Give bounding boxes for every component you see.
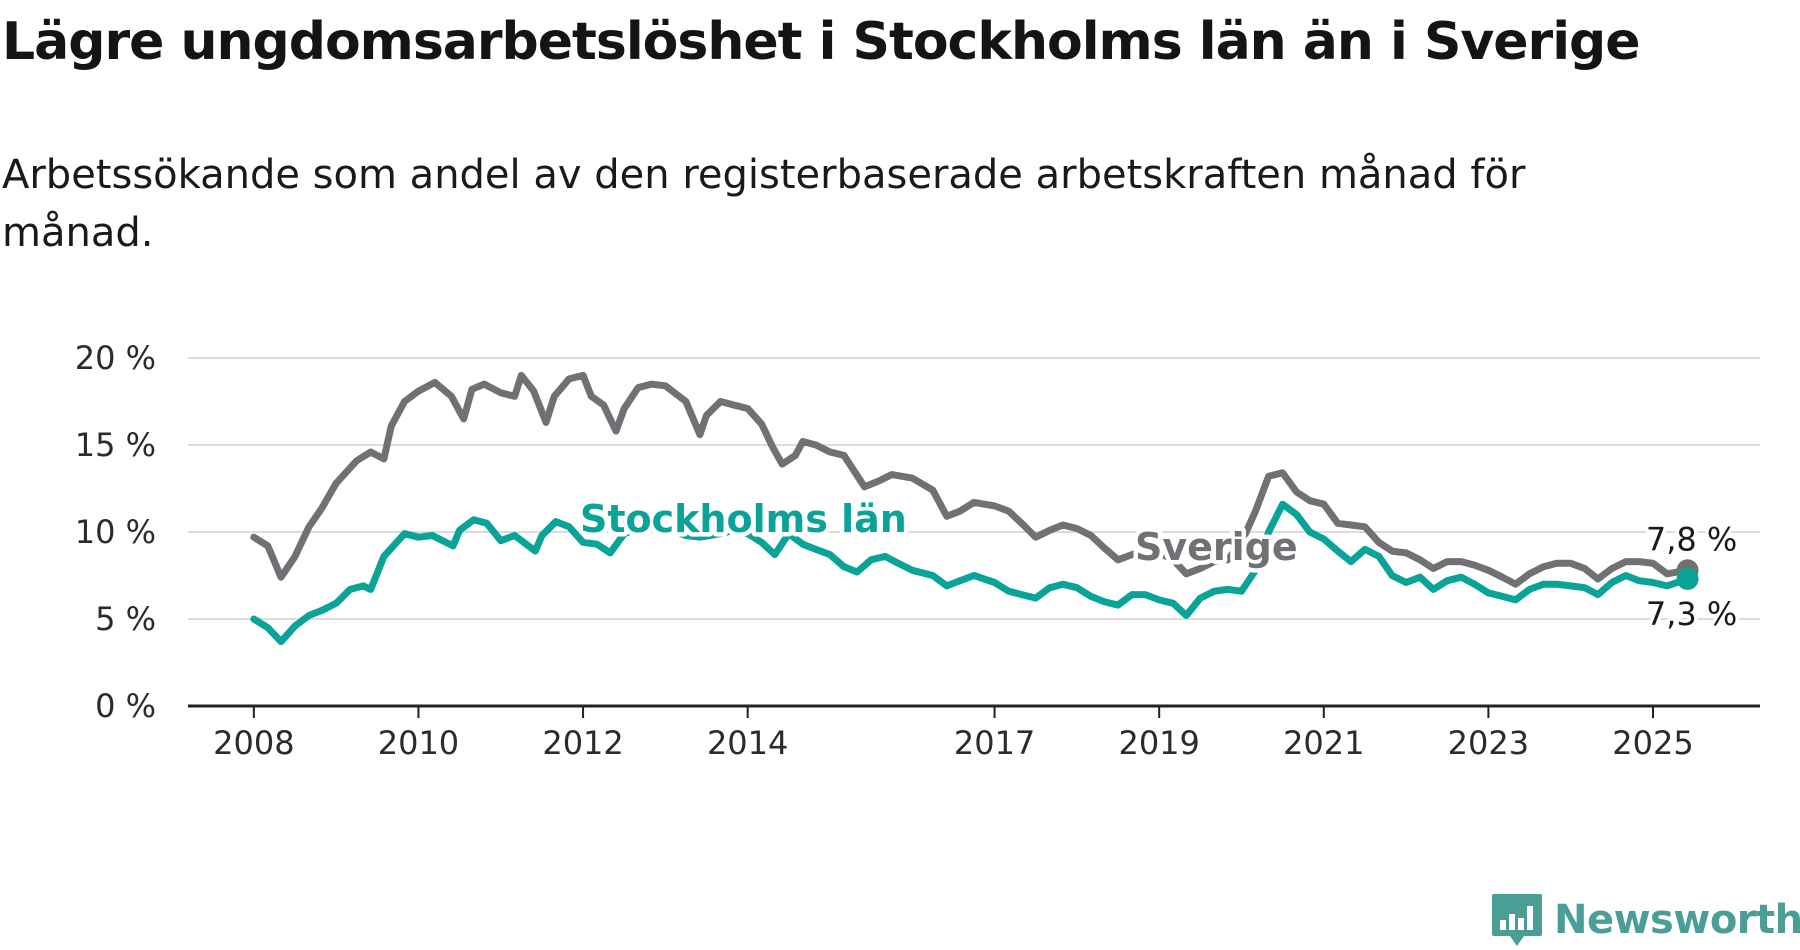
series-lines [250,371,1699,646]
x-tick-label: 2019 [1118,724,1199,762]
brand-name: Newsworthy [1554,897,1800,943]
x-tick-label: 2010 [378,724,459,762]
stockholm-line [250,500,1692,646]
sverige-line [250,371,1692,588]
stockholm-end-marker [1676,567,1699,590]
sverige-end-label: 7,8 % [1646,520,1737,558]
chart-subtitle: Arbetssökande som andel av den registerb… [2,152,1526,256]
x-tick-label: 2014 [707,724,788,762]
y-tick-label: 20 % [75,339,156,377]
x-axis: 2008 2010 2012 2014 2017 2019 2021 2023 2025 [188,704,1760,762]
y-tick-label: 5 % [95,600,156,638]
chart-title: Lägre ungdomsarbetslöshet i Stockholms l… [2,12,1641,72]
x-tick-label: 2025 [1612,724,1693,762]
y-tick-label: 15 % [75,426,156,464]
sverige-series-label: Sverige [1135,525,1298,569]
y-tick-label: 0 % [95,687,156,725]
x-tick-label: 2023 [1448,724,1529,762]
x-tick-label: 2012 [542,724,623,762]
newsworthy-logo-icon [1492,894,1542,946]
x-tick-label: 2021 [1283,724,1364,762]
gridlines [188,357,1760,620]
y-axis: 0 % 5 % 10 % 15 % 20 % [75,339,156,725]
stockholm-series-label: Stockholms län [580,497,907,541]
x-tick-label: 2017 [954,724,1035,762]
x-tick-label: 2008 [213,724,294,762]
brand-logo: Newsworthy [1490,890,1800,950]
stockholm-end-label: 7,3 % [1646,595,1737,633]
series-labels: Stockholms län Sverige 7,8 % 7,3 % [576,493,1741,637]
y-tick-label: 10 % [75,513,156,551]
